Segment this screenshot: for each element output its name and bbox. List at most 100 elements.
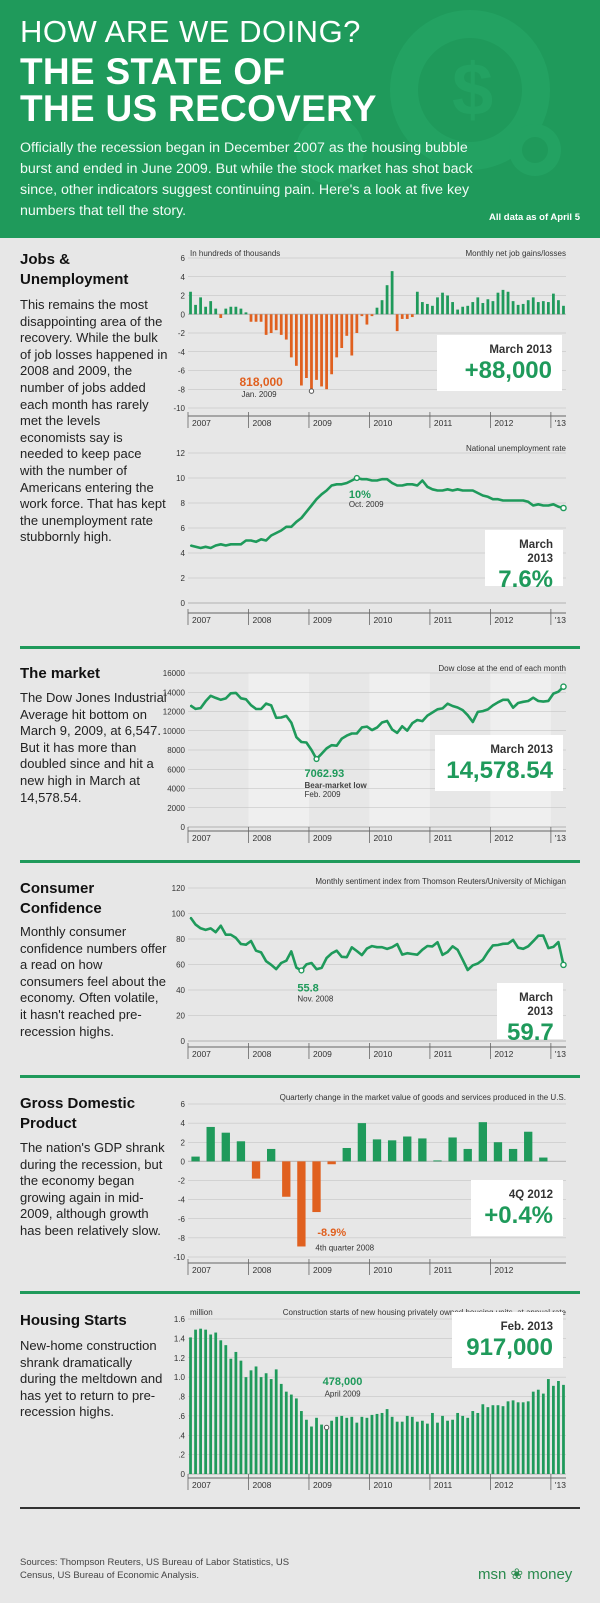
data-point: [396, 732, 398, 734]
data-point: [557, 691, 560, 693]
bar: [297, 1161, 306, 1247]
data-point: [381, 478, 383, 480]
data-point: [351, 479, 353, 482]
data-point: [189, 704, 192, 707]
data-point: [285, 715, 287, 717]
data-point: [532, 940, 534, 942]
header-banner: $ HOW ARE WE DOING? THE STATE OF THE US …: [0, 0, 600, 238]
data-point: [205, 929, 207, 931]
x-tick-label: 2011: [434, 615, 453, 625]
bar: [400, 314, 404, 319]
data-point: [331, 744, 333, 746]
y-tick-label: -6: [178, 1215, 186, 1224]
y-tick-label: -10: [173, 404, 185, 413]
header-title-line2: THE US RECOVERY: [20, 88, 377, 129]
bar: [375, 1413, 379, 1474]
bar: [340, 1415, 344, 1474]
data-point: [371, 729, 373, 731]
data-point: [326, 747, 328, 749]
y-tick-label: 6: [181, 254, 186, 263]
jobs-callout-label: March 2013: [489, 344, 552, 356]
bar: [562, 305, 565, 315]
x-tick-label: 2008: [252, 418, 271, 428]
bar: [471, 1411, 475, 1474]
bar: [436, 1422, 439, 1474]
data-point: [552, 503, 554, 505]
bar: [335, 314, 339, 358]
y-tick-label: 0: [181, 823, 186, 832]
data-point: [205, 700, 207, 702]
data-point: [366, 726, 368, 728]
bar: [315, 314, 318, 380]
y-tick-label: 4000: [167, 785, 185, 794]
y-tick-label: 16000: [163, 669, 186, 678]
y-tick-label: 60: [176, 961, 185, 970]
bar: [325, 1427, 328, 1474]
data-point: [366, 947, 368, 950]
x-tick-label: 2012: [494, 833, 513, 843]
bar: [194, 1329, 197, 1474]
data-point: [194, 546, 197, 548]
y-tick-label: 20: [176, 1012, 185, 1021]
data-point: [320, 493, 323, 495]
x-tick-label: 2009: [313, 1049, 332, 1059]
data-point: [411, 483, 413, 485]
data-point: [477, 711, 479, 713]
data-point: [487, 708, 489, 711]
confidence-section-body: Monthly consumer confidence numbers offe…: [20, 924, 167, 1039]
bar: [387, 1140, 397, 1162]
data-point: [547, 947, 549, 949]
bar: [541, 301, 545, 315]
data-point: [295, 521, 297, 523]
bar: [300, 1411, 303, 1474]
bar: [536, 1389, 540, 1474]
data-point: [426, 486, 428, 488]
data-point: [290, 526, 292, 528]
x-tick-label: 2010: [373, 1265, 392, 1275]
x-tick-label: 2011: [434, 1480, 453, 1490]
bar: [274, 314, 278, 331]
data-point: [532, 697, 534, 699]
data-point: [441, 489, 444, 492]
data-point: [391, 728, 393, 731]
data-point: [220, 925, 222, 927]
x-tick-label: 2010: [373, 1049, 392, 1059]
data-point: [240, 943, 242, 945]
annotation-sub: Jan. 2009: [241, 390, 277, 399]
data-point: [492, 944, 494, 946]
bar: [355, 1422, 359, 1474]
data-point: [346, 956, 348, 958]
bar: [365, 1417, 369, 1474]
data-point: [497, 944, 499, 946]
bar: [269, 1379, 273, 1474]
bar: [486, 1407, 490, 1474]
housing-chart: 1.6 1.4 1.2 1.0 .8 .6 .4 .2 0 2007 2008 2009 2010 201…: [174, 1308, 567, 1490]
data-point: [255, 708, 257, 710]
data-point: [467, 714, 469, 716]
data-point: [431, 488, 434, 490]
x-tick-label: 2008: [252, 833, 271, 843]
bar: [269, 314, 273, 333]
data-point: [401, 725, 403, 727]
bar: [249, 1370, 253, 1474]
data-point: [507, 942, 509, 945]
bar: [259, 1377, 263, 1474]
x-tick-label: 2010: [373, 418, 392, 428]
y-tick-label: .8: [178, 1393, 185, 1402]
section-divider: [20, 1075, 580, 1078]
confidence-title-line2: Confidence: [20, 900, 102, 917]
data-point: [431, 711, 434, 714]
bar: [552, 1385, 555, 1474]
data-point: [326, 489, 328, 492]
y-tick-label: 8: [181, 499, 186, 508]
jobs-section-body: This remains the most disappointing area…: [20, 297, 168, 545]
y-tick-label: 0: [181, 1157, 186, 1166]
header-intro: Officially the recession began in Decemb…: [20, 140, 473, 219]
bar: [345, 314, 349, 336]
data-point: [280, 529, 282, 532]
gdp-callout-value: +0.4%: [484, 1202, 553, 1229]
bar: [189, 291, 192, 315]
y-tick-label: 1.4: [174, 1334, 186, 1343]
data-point: [527, 945, 529, 947]
bar: [506, 1401, 510, 1474]
